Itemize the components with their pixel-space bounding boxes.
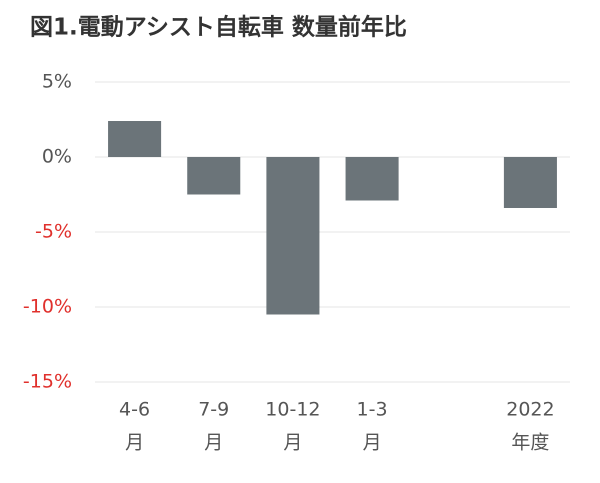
- bar: [108, 121, 162, 157]
- x-tick-label: 月: [125, 432, 144, 454]
- x-tick-label: 1-3: [357, 399, 388, 421]
- bar: [345, 157, 399, 201]
- y-tick-label: -10%: [23, 296, 72, 318]
- y-tick-label: -15%: [23, 371, 72, 393]
- y-tick-label: -5%: [35, 221, 72, 243]
- bar: [266, 157, 320, 315]
- x-tick-label: 4-6: [119, 399, 150, 421]
- y-tick-label: 5%: [42, 71, 72, 93]
- x-tick-label: 月: [363, 432, 382, 454]
- x-tick-label: 2022: [506, 399, 554, 421]
- y-tick-label: 0%: [42, 146, 72, 168]
- x-tick-label: 月: [204, 432, 223, 454]
- x-tick-label: 年度: [511, 432, 549, 454]
- x-tick-label: 10-12: [265, 399, 320, 421]
- bar: [503, 157, 557, 208]
- x-tick-label: 7-9: [198, 399, 229, 421]
- x-tick-label: 月: [283, 432, 302, 454]
- bar: [187, 157, 241, 195]
- chart-title: 図1.電動アシスト自転車 数量前年比: [30, 14, 407, 41]
